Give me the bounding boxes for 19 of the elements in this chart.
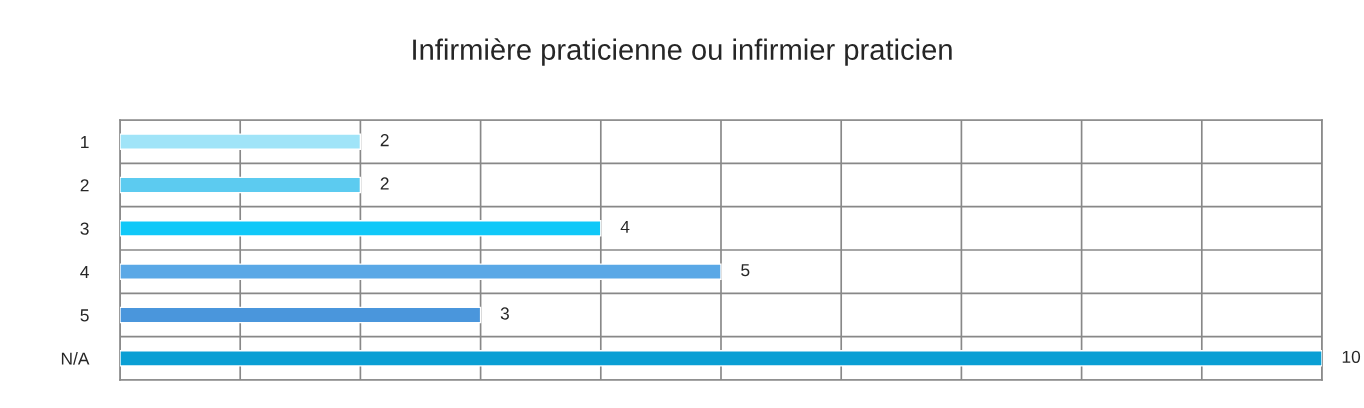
bar <box>120 133 362 150</box>
bar <box>120 176 362 194</box>
y-tick-label: 4 <box>80 266 89 278</box>
chart-title: Infirmière praticienne ou infirmier praticien <box>413 38 952 66</box>
y-tick-label: 1 <box>81 136 89 148</box>
data-label: 5 <box>741 264 750 277</box>
y-tick-label: N/A <box>61 352 90 365</box>
data-label: 10 <box>1342 350 1361 363</box>
data-label: 2 <box>380 134 389 147</box>
y-tick-label: 3 <box>80 222 89 235</box>
y-tick-label: 5 <box>80 309 89 322</box>
y-tick-label: 2 <box>80 179 89 192</box>
data-label: 4 <box>620 220 630 233</box>
bar <box>120 306 482 324</box>
data-label: 2 <box>380 177 389 190</box>
bar <box>120 220 602 237</box>
data-label: 3 <box>500 307 509 320</box>
bar <box>120 350 1322 367</box>
bar <box>120 263 722 280</box>
